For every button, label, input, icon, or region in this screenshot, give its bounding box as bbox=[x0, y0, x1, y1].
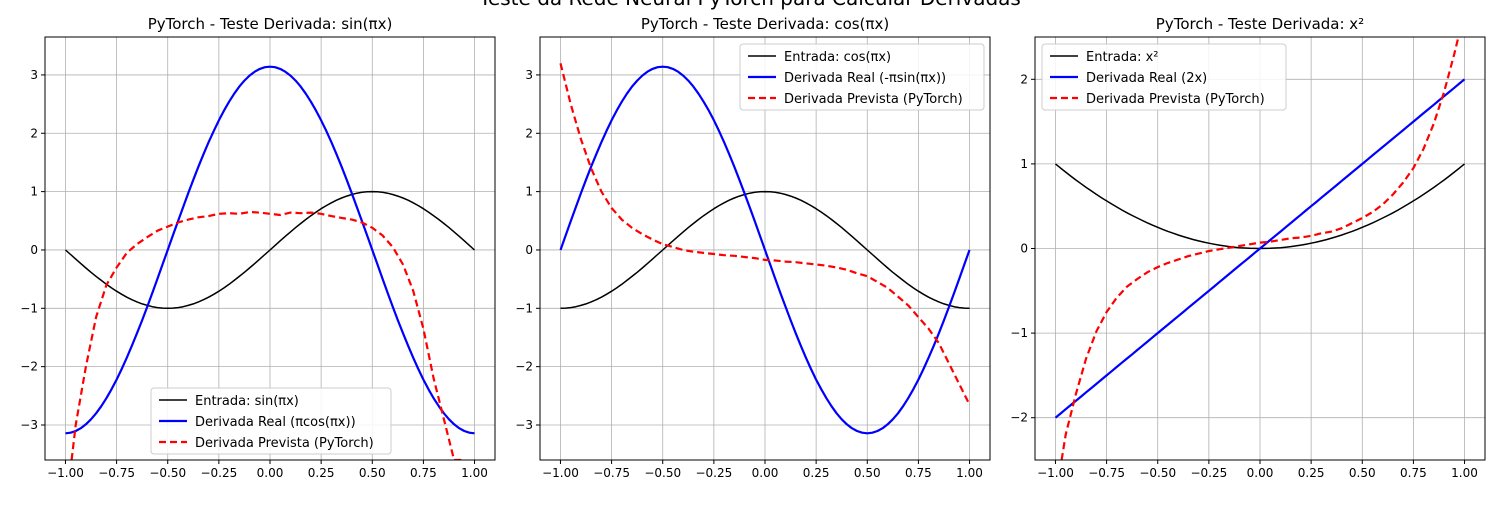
x-tick-label: −0.75 bbox=[98, 466, 135, 480]
legend-box bbox=[739, 43, 985, 111]
y-tick-label: 3 bbox=[525, 68, 533, 82]
x-tick-label: −0.25 bbox=[695, 466, 732, 480]
x-tick-label: −0.50 bbox=[644, 466, 681, 480]
series-line-predicted bbox=[1060, 37, 1460, 460]
x-tick-label: 0.75 bbox=[905, 466, 932, 480]
subplot-title: PyTorch - Teste Derivada: x² bbox=[1156, 15, 1364, 33]
legend: Entrada: sin(πx) Derivada Real (πcos(πx))… bbox=[150, 387, 392, 455]
y-tick-label: −1 bbox=[1010, 326, 1028, 340]
x-tick-label: 0.75 bbox=[410, 466, 437, 480]
x-tick-label: 0.00 bbox=[257, 466, 284, 480]
legend: Entrada: cos(πx) Derivada Real (-πsin(πx)… bbox=[739, 43, 985, 111]
x-tick-label: −0.25 bbox=[1190, 466, 1227, 480]
legend: Entrada: x² Derivada Real (2x) Derivada Pr… bbox=[1041, 43, 1287, 111]
y-tick-label: −2 bbox=[515, 360, 533, 374]
series-line-real bbox=[559, 65, 971, 435]
y-tick-label: 0 bbox=[30, 243, 38, 257]
legend-label: Entrada: x² bbox=[1086, 50, 1159, 65]
x-tick-label: −0.50 bbox=[1139, 466, 1176, 480]
series-line-input bbox=[65, 190, 476, 310]
x-tick-label: 1.00 bbox=[461, 466, 488, 480]
y-tick-label: −1 bbox=[20, 301, 38, 315]
legend-label: Derivada Prevista (PyTorch) bbox=[1086, 92, 1265, 107]
x-tick-label: 0.25 bbox=[803, 466, 830, 480]
plot-area: −1.00 −0.75 −0.50 −0.25 0.00 0.25 0.50 0.75 1.00… bbox=[515, 36, 991, 480]
x-tick-label: 0.00 bbox=[752, 466, 779, 480]
plot-area: −1.00 −0.75 −0.50 −0.25 0.00 0.25 0.50 0.75 1.00… bbox=[1010, 36, 1486, 480]
y-tick-label: −2 bbox=[1010, 411, 1028, 425]
legend-label: Derivada Real (-πsin(πx)) bbox=[784, 71, 946, 86]
x-tick-label: 0.75 bbox=[1400, 466, 1427, 480]
x-tick-label: 0.25 bbox=[308, 466, 335, 480]
y-tick-label: 1 bbox=[1020, 157, 1028, 171]
y-tick-label: 2 bbox=[525, 126, 533, 140]
subplot-title: PyTorch - Teste Derivada: cos(πx) bbox=[641, 15, 889, 33]
x-tick-label: 1.00 bbox=[1451, 466, 1478, 480]
legend-label: Entrada: cos(πx) bbox=[784, 50, 891, 65]
y-tick-label: 1 bbox=[525, 185, 533, 199]
y-tick-label: 2 bbox=[30, 126, 38, 140]
legend-box bbox=[150, 387, 392, 455]
legend-label: Derivada Prevista (PyTorch) bbox=[195, 436, 374, 451]
x-tick-label: −0.75 bbox=[593, 466, 630, 480]
x-tick-label: 1.00 bbox=[956, 466, 983, 480]
x-tick-label: −1.00 bbox=[1037, 466, 1074, 480]
y-tick-label: 1 bbox=[30, 185, 38, 199]
x-tick-label: 0.00 bbox=[1247, 466, 1274, 480]
x-tick-label: −1.00 bbox=[542, 466, 579, 480]
legend-label: Derivada Prevista (PyTorch) bbox=[784, 92, 963, 107]
series-line-input bbox=[560, 190, 970, 310]
subplot-square: PyTorch - Teste Derivada: x² −1.00 −0.75−… bbox=[1010, 15, 1486, 480]
y-tick-label: 3 bbox=[30, 68, 38, 82]
x-tick-label: 0.50 bbox=[854, 466, 881, 480]
figure-suptitle: Teste da Rede Neural PyTorch para Calcul… bbox=[478, 0, 1021, 10]
x-tick-label: −0.25 bbox=[200, 466, 237, 480]
legend-box bbox=[1041, 43, 1287, 111]
legend-label: Derivada Real (πcos(πx)) bbox=[195, 415, 356, 430]
x-tick-label: −0.50 bbox=[149, 466, 186, 480]
plot-area: −1.00 −0.75 −0.50 −0.25 0.00 0.25 0.50 0.75 1.00… bbox=[20, 36, 496, 480]
legend-label: Derivada Real (2x) bbox=[1086, 71, 1207, 86]
x-tick-label: 0.25 bbox=[1298, 466, 1325, 480]
y-tick-label: 0 bbox=[1020, 242, 1028, 256]
subplot-sin: PyTorch - Teste Derivada: sin(πx) −1.00−… bbox=[20, 15, 496, 480]
y-tick-label: 2 bbox=[1020, 72, 1028, 86]
subplot-cos: PyTorch - Teste Derivada: cos(πx) −1.00−… bbox=[515, 15, 991, 480]
subplot-title: PyTorch - Teste Derivada: sin(πx) bbox=[148, 15, 393, 33]
x-tick-label: 0.50 bbox=[359, 466, 386, 480]
x-tick-label: 0.50 bbox=[1349, 466, 1376, 480]
y-tick-label: −1 bbox=[515, 301, 533, 315]
legend-label: Entrada: sin(πx) bbox=[195, 394, 299, 409]
series-line-predicted bbox=[559, 63, 971, 406]
series-line-real bbox=[1054, 78, 1466, 419]
x-tick-label: −1.00 bbox=[47, 466, 84, 480]
y-tick-label: −3 bbox=[20, 418, 38, 432]
y-tick-label: 0 bbox=[525, 243, 533, 257]
series-line-predicted bbox=[70, 210, 465, 460]
y-tick-label: −3 bbox=[515, 418, 533, 432]
y-tick-label: −2 bbox=[20, 360, 38, 374]
x-tick-label: −0.75 bbox=[1088, 466, 1125, 480]
series-line-real bbox=[65, 65, 475, 435]
